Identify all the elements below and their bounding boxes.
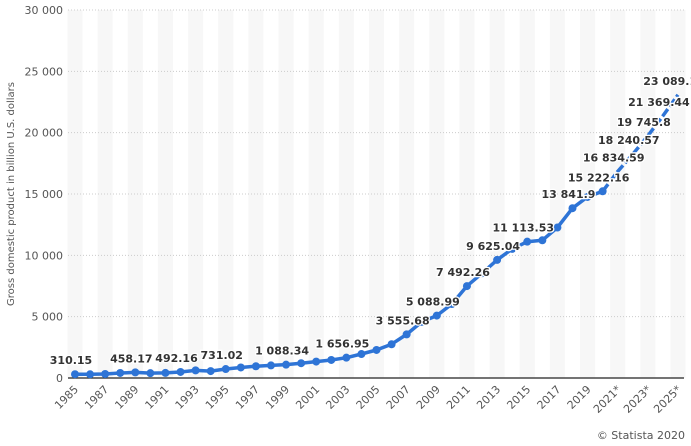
column-band [368, 10, 385, 378]
x-tick-label: 2001 [293, 383, 322, 412]
y-tick-label: 30 000 [25, 4, 64, 17]
data-label: 16 834.59 [583, 151, 645, 164]
data-label: 3 555.68 [376, 314, 430, 327]
x-tick-label: 1985 [52, 383, 81, 412]
statista-credit[interactable]: © Statista 2020 [596, 429, 685, 442]
data-point [583, 192, 592, 201]
data-point [478, 269, 487, 278]
data-point [568, 204, 577, 213]
data-point [462, 282, 471, 291]
y-tick-label: 0 [56, 372, 63, 385]
data-point [282, 360, 291, 369]
data-point [312, 357, 321, 366]
y-axis-label: Gross domestic product in billion U.S. d… [6, 82, 17, 306]
data-point [146, 369, 155, 378]
data-label: 731.02 [201, 349, 243, 362]
data-point [131, 368, 140, 377]
data-point [493, 255, 502, 264]
column-band [338, 10, 354, 378]
data-point [387, 340, 396, 349]
data-label: 23 089.16 [643, 75, 691, 88]
data-point [357, 350, 366, 359]
data-point [417, 317, 426, 326]
y-tick-label: 20 000 [25, 127, 64, 140]
column-band [218, 10, 234, 378]
column-band [127, 10, 143, 378]
y-tick-label: 10 000 [25, 249, 64, 262]
x-tick-label: 1995 [203, 383, 232, 412]
data-label: 9 625.04 [466, 240, 520, 253]
data-point [191, 366, 200, 375]
x-tick-label: 2005 [354, 383, 383, 412]
y-tick-label: 15 000 [25, 188, 64, 201]
column-band [278, 10, 294, 378]
data-point [523, 237, 532, 246]
data-label: 7 492.26 [436, 266, 490, 279]
data-point [342, 353, 351, 362]
data-label: 13 841.9 [542, 188, 596, 201]
data-label: 19 745.8 [617, 116, 671, 129]
x-tick-label: 2025* [651, 383, 684, 416]
column-band [429, 10, 445, 378]
data-label: 492.16 [155, 352, 198, 365]
x-tick-label: 2017 [535, 383, 564, 412]
column-band [157, 10, 173, 378]
x-tick-label: 1999 [263, 383, 292, 412]
x-tick-label: 1997 [233, 383, 262, 412]
data-point [176, 367, 185, 376]
y-tick-label: 25 000 [25, 65, 64, 78]
column-band [97, 10, 113, 378]
x-tick-label: 2011 [444, 383, 473, 412]
data-point [116, 368, 125, 377]
data-point [297, 359, 306, 368]
data-point [402, 330, 411, 339]
column-band [248, 10, 264, 378]
x-tick-label: 2009 [414, 383, 443, 412]
x-tick-label: 2021* [591, 383, 624, 416]
data-label: 310.15 [50, 354, 92, 367]
x-tick-label: 2007 [384, 383, 413, 412]
x-tick-label: 1987 [82, 383, 111, 412]
data-label: 5 088.99 [406, 296, 460, 309]
data-label: 18 240.57 [598, 134, 660, 147]
data-point [327, 355, 336, 364]
column-band [188, 10, 204, 378]
data-point [71, 370, 79, 379]
data-label: 1 656.95 [315, 338, 369, 351]
column-band [308, 10, 324, 378]
data-point [447, 299, 456, 308]
x-tick-label: 1991 [143, 383, 172, 412]
x-tick-label: 2013 [474, 383, 503, 412]
data-label: 1 088.34 [255, 345, 309, 358]
data-point [221, 365, 230, 374]
data-label: 458.17 [110, 352, 152, 365]
data-label: 21 369.44 [628, 96, 690, 109]
data-point [251, 362, 260, 371]
data-label: 15 222.16 [568, 171, 630, 184]
data-point [598, 187, 607, 196]
data-point [161, 368, 170, 377]
data-point [508, 244, 517, 253]
x-tick-label: 2023* [621, 383, 654, 416]
x-tick-label: 1989 [112, 383, 141, 412]
data-point [236, 363, 245, 372]
x-tick-label: 1993 [173, 383, 202, 412]
x-tick-label: 2019 [565, 383, 594, 412]
column-band [399, 10, 415, 378]
x-tick-label: 2015 [504, 383, 533, 412]
data-point [432, 311, 441, 320]
data-point [538, 236, 547, 245]
data-point [206, 367, 215, 376]
data-point [101, 369, 110, 378]
series-line-forecast [601, 93, 680, 193]
data-label: 11 113.53 [492, 222, 554, 235]
x-tick-label: 2003 [323, 383, 352, 412]
data-point [266, 361, 275, 370]
data-point [372, 345, 381, 354]
data-point [86, 370, 95, 379]
data-point [553, 223, 562, 232]
y-tick-label: 5 000 [32, 311, 64, 324]
